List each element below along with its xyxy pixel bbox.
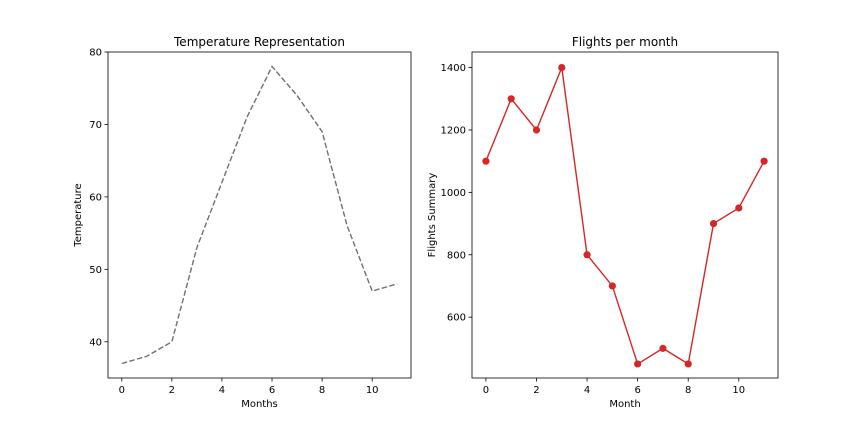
flights-x-tick-label: 0	[483, 385, 489, 396]
flights-x-tick-label: 10	[732, 385, 745, 396]
flights-x-tick-label: 4	[584, 385, 590, 396]
flights-data-point	[659, 344, 667, 352]
temperature-x-tick-label: 6	[269, 385, 275, 396]
flights-y-tick-label: 600	[447, 313, 466, 324]
temperature-y-tick-label: 60	[89, 192, 102, 203]
temperature-x-tick-label: 0	[119, 385, 125, 396]
flights-y-tick-label: 1200	[441, 125, 466, 136]
temperature-axes-frame	[107, 51, 412, 379]
temperature-y-axis-label: Temperature	[73, 183, 84, 247]
temperature-y-tick-label: 80	[89, 48, 102, 59]
flights-y-tick-label: 1000	[441, 188, 466, 199]
temperature-x-axis-label: Months	[241, 399, 278, 410]
flights-y-tick-label: 1400	[441, 63, 466, 74]
flights-x-axis-label: Month	[609, 399, 640, 410]
flights-y-tick-label: 800	[447, 250, 466, 261]
temperature-x-tick-label: 10	[366, 385, 379, 396]
flights-series-line	[485, 64, 765, 366]
temperature-y-tick-label: 70	[89, 120, 102, 131]
flights-data-point	[634, 360, 642, 368]
flights-data-point	[482, 157, 490, 165]
temperature-x-tick-label: 8	[319, 385, 325, 396]
temperature-series-line	[121, 65, 398, 365]
temperature-chart-title: Temperature Representation	[173, 35, 345, 49]
temperature-x-tick-label: 2	[169, 385, 175, 396]
flights-axes-frame	[471, 51, 779, 379]
flights-data-point	[684, 360, 692, 368]
flights-y-axis-label: Flights Summary	[427, 173, 438, 258]
temperature-y-tick-label: 40	[89, 337, 102, 348]
temperature-x-tick-label: 4	[219, 385, 225, 396]
flights-x-tick-label: 8	[685, 385, 691, 396]
flights-chart: Flights per month Month Flights Summary …	[427, 35, 779, 410]
temperature-y-tick-label: 50	[89, 265, 102, 276]
flights-data-point	[532, 126, 541, 134]
flights-data-point	[709, 219, 718, 228]
flights-data-point	[583, 251, 591, 259]
flights-data-point	[735, 204, 743, 212]
flights-x-tick-label: 2	[533, 385, 539, 396]
flights-data-point	[507, 95, 515, 103]
flights-data-point	[760, 157, 768, 165]
flights-data-point	[608, 282, 616, 290]
temperature-chart: Temperature Representation Months Temper…	[73, 35, 412, 410]
flights-chart-title: Flights per month	[572, 35, 678, 49]
flights-data-point	[558, 63, 566, 72]
flights-x-tick-label: 6	[634, 385, 640, 396]
